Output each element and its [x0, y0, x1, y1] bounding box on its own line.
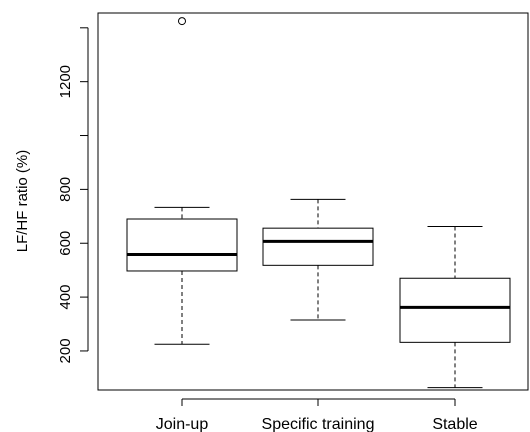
box-3: [399, 226, 511, 389]
box-1: [126, 17, 238, 345]
x-tick-label: Specific training: [262, 416, 375, 432]
y-tick-label: 800: [57, 177, 74, 202]
boxes-group: [126, 17, 511, 389]
y-axis: 200 400 600 800 1200: [57, 27, 89, 363]
x-tick-label: Stable: [432, 416, 477, 432]
plot-frame: [97, 12, 529, 391]
outlier-point: [178, 17, 186, 26]
box-rect: [262, 227, 374, 266]
y-tick-label: 600: [57, 231, 74, 256]
x-tick-label: Join-up: [156, 416, 209, 432]
y-axis-label: LF/HF ratio (%): [14, 150, 31, 253]
y-tick-label: 1200: [57, 65, 74, 98]
y-tick-label: 400: [57, 285, 74, 310]
box-rect: [126, 218, 238, 272]
x-axis: Join-up Specific training Stable: [156, 398, 478, 432]
box-2: [262, 198, 374, 321]
box-rect: [399, 277, 511, 343]
y-tick-label: 200: [57, 338, 74, 363]
